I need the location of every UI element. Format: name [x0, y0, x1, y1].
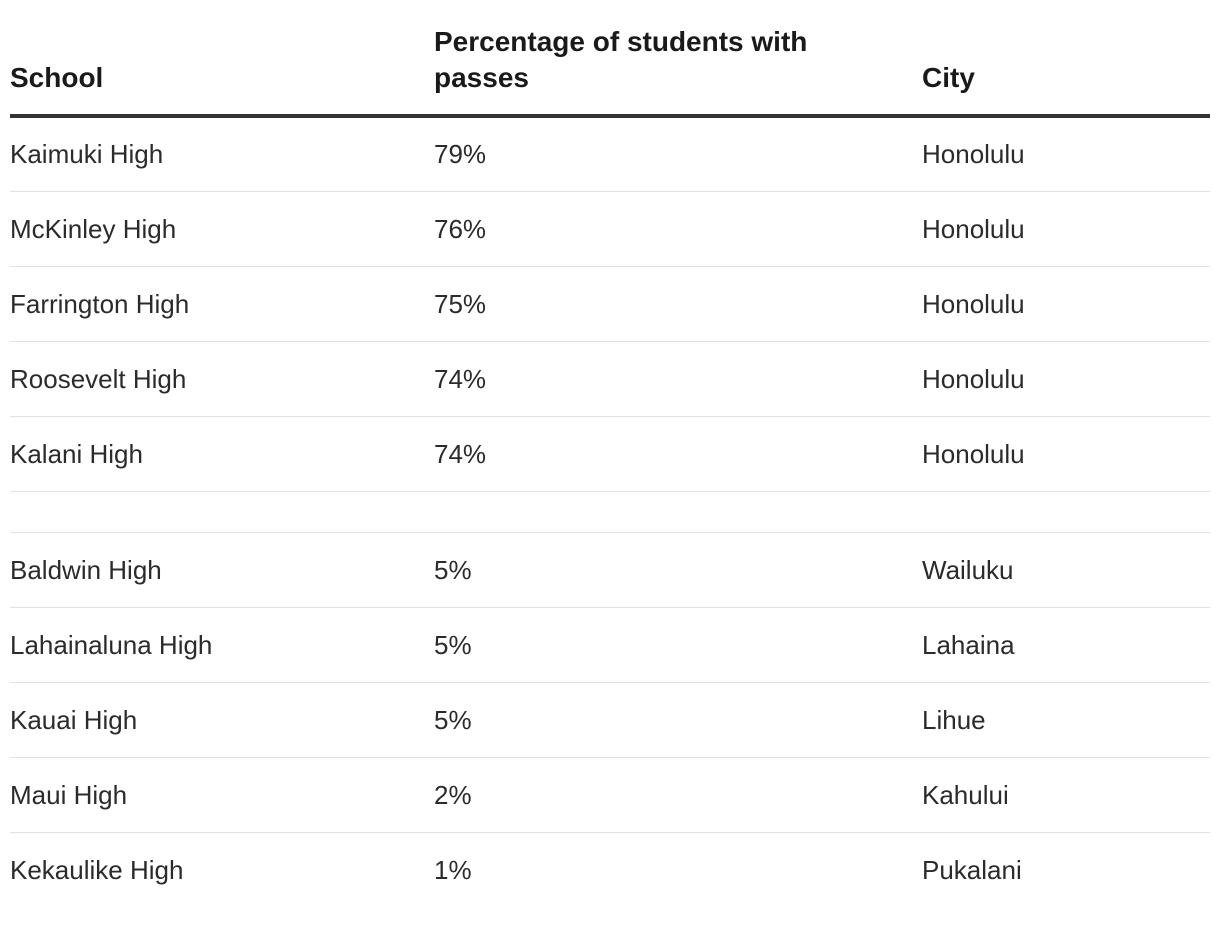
cell-city: Wailuku — [922, 532, 1210, 608]
table-row: Kekaulike High 1% Pukalani — [10, 832, 1210, 907]
table-row: Maui High 2% Kahului — [10, 757, 1210, 833]
cell-school: Baldwin High — [10, 532, 434, 608]
cell-percentage: 74% — [434, 341, 922, 417]
cell-city: Kahului — [922, 757, 1210, 833]
spacer-cell — [10, 491, 434, 533]
cell-city: Lihue — [922, 682, 1210, 758]
table-body: Kaimuki High 79% Honolulu McKinley High … — [10, 116, 1210, 907]
cell-city: Honolulu — [922, 341, 1210, 417]
table-row: Baldwin High 5% Wailuku — [10, 532, 1210, 608]
cell-school: Roosevelt High — [10, 341, 434, 417]
cell-percentage: 5% — [434, 607, 922, 683]
cell-school: Kekaulike High — [10, 854, 184, 885]
cell-school: Lahainaluna High — [10, 607, 434, 683]
cell-percentage: 76% — [434, 191, 922, 267]
spacer-row — [10, 491, 1210, 533]
cell-percentage: 75% — [434, 266, 922, 342]
cell-school: Kauai High — [10, 682, 434, 758]
cell-school: Farrington High — [10, 266, 434, 342]
schools-table-container: School Percentage of students with passe… — [10, 0, 1210, 907]
cell-city: Honolulu — [922, 266, 1210, 342]
cell-percentage: 5% — [434, 532, 922, 608]
cell-school: Kalani High — [10, 416, 434, 492]
table-row: McKinley High 76% Honolulu — [10, 191, 1210, 267]
header-row: School Percentage of students with passe… — [10, 0, 1210, 116]
spacer-cell — [434, 491, 922, 533]
header-percentage: Percentage of students with passes — [434, 0, 922, 116]
cell-school: Kaimuki High — [10, 116, 434, 192]
cell-percentage: 2% — [434, 757, 922, 833]
cell-city: Honolulu — [922, 191, 1210, 267]
header-school: School — [10, 62, 104, 93]
cell-percentage: 5% — [434, 682, 922, 758]
table-row: Kalani High 74% Honolulu — [10, 416, 1210, 492]
table-header: School Percentage of students with passe… — [10, 0, 1210, 116]
cell-city: Honolulu — [922, 416, 1210, 492]
table-row: Farrington High 75% Honolulu — [10, 266, 1210, 342]
cell-percentage: 1% — [434, 854, 472, 885]
cell-school: Maui High — [10, 757, 434, 833]
cell-city: Honolulu — [922, 116, 1210, 192]
table-row: Kaimuki High 79% Honolulu — [10, 116, 1210, 192]
header-city: City — [922, 62, 975, 93]
cell-percentage: 74% — [434, 416, 922, 492]
cell-city: Pukalani — [922, 854, 1022, 885]
cell-percentage: 79% — [434, 116, 922, 192]
spacer-cell — [922, 491, 1210, 533]
table-row: Lahainaluna High 5% Lahaina — [10, 607, 1210, 683]
schools-table: School Percentage of students with passe… — [10, 0, 1210, 907]
cell-school: McKinley High — [10, 191, 434, 267]
cell-city: Lahaina — [922, 607, 1210, 683]
table-row: Roosevelt High 74% Honolulu — [10, 341, 1210, 417]
header-percentage-label: Percentage of students with passes — [434, 26, 808, 93]
table-row: Kauai High 5% Lihue — [10, 682, 1210, 758]
